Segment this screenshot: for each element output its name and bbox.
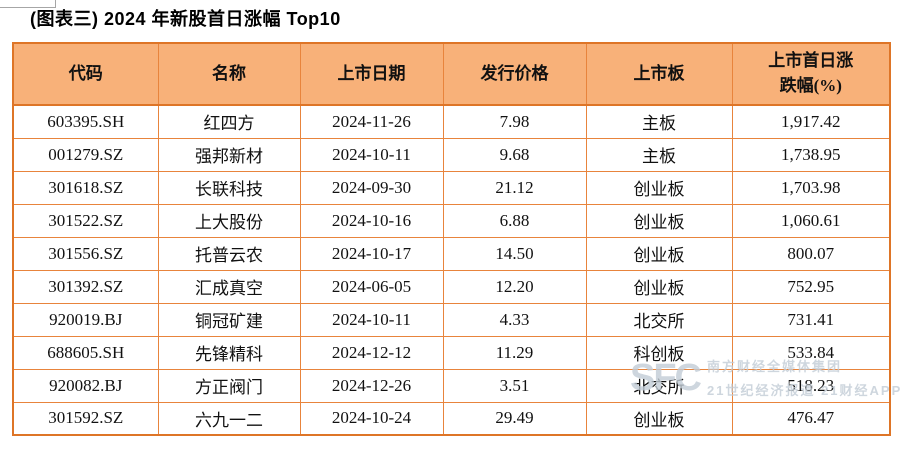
cell-change: 1,917.42	[731, 104, 891, 139]
cell-date: 2024-10-11	[299, 302, 444, 337]
cell-board: 创业板	[585, 269, 733, 304]
cell-code: 301556.SZ	[12, 236, 159, 271]
cell-name: 红四方	[157, 104, 301, 139]
table-row: 301556.SZ 托普云农 2024-10-17 14.50 创业板 800.07	[12, 236, 891, 271]
cell-price: 6.88	[442, 203, 587, 238]
cell-change: 518.23	[731, 368, 891, 403]
cell-name: 先锋精科	[157, 335, 301, 370]
cell-code: 301392.SZ	[12, 269, 159, 304]
table-header: 代码 名称 上市日期 发行价格 上市板 上市首日涨跌幅(%)	[12, 42, 891, 106]
cell-price: 7.98	[442, 104, 587, 139]
page-title: (图表三) 2024 年新股首日涨幅 Top10	[30, 9, 341, 29]
column-header-price: 发行价格	[442, 42, 587, 106]
table-row: 688605.SH 先锋精科 2024-12-12 11.29 科创板 533.84	[12, 335, 891, 370]
table-row: 001279.SZ 强邦新材 2024-10-11 9.68 主板 1,738.95	[12, 137, 891, 172]
cell-date: 2024-10-17	[299, 236, 444, 271]
table-row: 920019.BJ 铜冠矿建 2024-10-11 4.33 北交所 731.41	[12, 302, 891, 337]
cell-date: 2024-10-24	[299, 401, 444, 436]
cell-code: 301592.SZ	[12, 401, 159, 436]
column-header-board: 上市板	[585, 42, 733, 106]
ipo-top10-table: 代码 名称 上市日期 发行价格 上市板 上市首日涨跌幅(%) 603395.SH 红四方 20…	[12, 42, 891, 436]
cell-name: 六九一二	[157, 401, 301, 436]
cell-name: 上大股份	[157, 203, 301, 238]
cell-code: 301522.SZ	[12, 203, 159, 238]
column-header-change: 上市首日涨跌幅(%)	[731, 42, 891, 106]
cell-board: 主板	[585, 137, 733, 172]
cell-code: 603395.SH	[12, 104, 159, 139]
table-row: 301522.SZ 上大股份 2024-10-16 6.88 创业板 1,060.61	[12, 203, 891, 238]
column-header-date: 上市日期	[299, 42, 444, 106]
cell-code: 688605.SH	[12, 335, 159, 370]
cell-change: 533.84	[731, 335, 891, 370]
cell-board: 科创板	[585, 335, 733, 370]
cell-name: 长联科技	[157, 170, 301, 205]
cell-board: 主板	[585, 104, 733, 139]
cell-price: 12.20	[442, 269, 587, 304]
cell-board: 北交所	[585, 368, 733, 403]
table-body: 603395.SH 红四方 2024-11-26 7.98 主板 1,917.42 0012…	[12, 104, 891, 436]
cell-date: 2024-10-11	[299, 137, 444, 172]
cell-code: 301618.SZ	[12, 170, 159, 205]
cell-name: 铜冠矿建	[157, 302, 301, 337]
cell-change: 731.41	[731, 302, 891, 337]
cell-price: 3.51	[442, 368, 587, 403]
cell-price: 14.50	[442, 236, 587, 271]
table-row: 301592.SZ 六九一二 2024-10-24 29.49 创业板 476.47	[12, 401, 891, 436]
table-header-row: 代码 名称 上市日期 发行价格 上市板 上市首日涨跌幅(%)	[12, 42, 891, 106]
cell-price: 21.12	[442, 170, 587, 205]
cell-change: 476.47	[731, 401, 891, 436]
cell-date: 2024-10-16	[299, 203, 444, 238]
table-row: 920082.BJ 方正阀门 2024-12-26 3.51 北交所 518.23	[12, 368, 891, 403]
cell-board: 北交所	[585, 302, 733, 337]
cell-board: 创业板	[585, 401, 733, 436]
cell-board: 创业板	[585, 170, 733, 205]
cell-date: 2024-12-12	[299, 335, 444, 370]
cell-date: 2024-09-30	[299, 170, 444, 205]
table-row: 603395.SH 红四方 2024-11-26 7.98 主板 1,917.42	[12, 104, 891, 139]
table-row: 301392.SZ 汇成真空 2024-06-05 12.20 创业板 752.95	[12, 269, 891, 304]
cell-code: 001279.SZ	[12, 137, 159, 172]
cell-name: 方正阀门	[157, 368, 301, 403]
cell-price: 29.49	[442, 401, 587, 436]
cell-code: 920019.BJ	[12, 302, 159, 337]
cell-name: 托普云农	[157, 236, 301, 271]
corner-fragment	[0, 0, 56, 8]
cell-change: 800.07	[731, 236, 891, 271]
table-row: 301618.SZ 长联科技 2024-09-30 21.12 创业板 1,703.98	[12, 170, 891, 205]
cell-change: 1,703.98	[731, 170, 891, 205]
column-header-code: 代码	[12, 42, 159, 106]
cell-change: 752.95	[731, 269, 891, 304]
cell-date: 2024-06-05	[299, 269, 444, 304]
cell-board: 创业板	[585, 236, 733, 271]
cell-date: 2024-11-26	[299, 104, 444, 139]
cell-change: 1,738.95	[731, 137, 891, 172]
cell-change: 1,060.61	[731, 203, 891, 238]
cell-price: 11.29	[442, 335, 587, 370]
cell-name: 强邦新材	[157, 137, 301, 172]
cell-code: 920082.BJ	[12, 368, 159, 403]
cell-price: 4.33	[442, 302, 587, 337]
cell-name: 汇成真空	[157, 269, 301, 304]
cell-date: 2024-12-26	[299, 368, 444, 403]
cell-price: 9.68	[442, 137, 587, 172]
column-header-name: 名称	[157, 42, 301, 106]
cell-board: 创业板	[585, 203, 733, 238]
